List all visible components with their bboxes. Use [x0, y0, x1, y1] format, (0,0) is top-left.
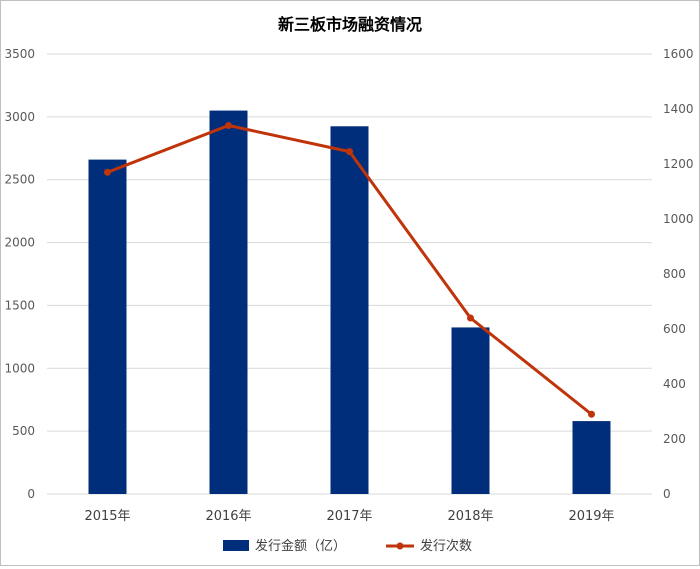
legend: 发行金额（亿） 发行次数	[223, 538, 472, 554]
right-tick-label: 1600	[663, 47, 694, 61]
left-axis-ticks: 0 500 1000 1500 2000 2500 3000 3500	[4, 47, 35, 501]
right-tick-label: 800	[663, 267, 686, 281]
line-series	[104, 122, 595, 418]
left-tick-label: 1000	[4, 361, 35, 375]
left-tick-label: 500	[12, 424, 35, 438]
legend-bar-label: 发行金额（亿）	[255, 538, 346, 554]
left-tick-label: 2000	[4, 236, 35, 250]
left-tick-label: 1500	[4, 298, 35, 312]
line-point-2018年	[467, 314, 474, 322]
left-tick-label: 0	[27, 487, 35, 501]
bar-2015年	[88, 159, 127, 494]
legend-line-label: 发行次数	[420, 538, 472, 554]
bar-2019年	[572, 421, 611, 494]
x-tick-label: 2016年	[205, 509, 251, 524]
line-point-2016年	[225, 122, 232, 129]
right-tick-label: 1400	[663, 102, 694, 116]
right-tick-label: 600	[663, 322, 686, 336]
legend-bar-swatch	[223, 540, 249, 551]
right-tick-label: 0	[663, 487, 671, 501]
left-tick-label: 3500	[4, 47, 35, 61]
x-axis-ticks: 2015年 2016年 2017年 2018年 2019年	[84, 509, 614, 524]
left-tick-label: 2500	[4, 173, 35, 187]
right-tick-label: 1200	[663, 157, 694, 171]
left-tick-label: 3000	[4, 110, 35, 124]
bar-2017年	[330, 126, 369, 495]
x-tick-label: 2019年	[568, 509, 614, 524]
bar-2018年	[451, 327, 490, 494]
x-tick-label: 2017年	[326, 509, 372, 524]
right-axis-ticks: 0 200 400 600 800 1000 1200 1400 1600	[663, 47, 694, 501]
x-tick-label: 2018年	[447, 509, 493, 524]
line-point-2019年	[588, 410, 595, 418]
line-point-2017年	[346, 148, 353, 156]
line-point-2015年	[104, 168, 111, 176]
x-tick-label: 2015年	[84, 509, 130, 524]
right-tick-label: 1000	[663, 212, 694, 226]
legend-line-marker	[396, 542, 404, 550]
right-tick-label: 200	[663, 432, 686, 446]
chart-title: 新三板市场融资情况	[278, 15, 422, 34]
right-tick-label: 400	[663, 377, 686, 391]
bar-2016年	[209, 110, 248, 495]
bar-series	[88, 110, 611, 495]
